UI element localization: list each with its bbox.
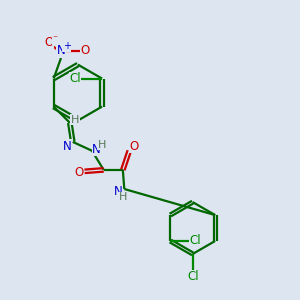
Text: O: O [75,166,84,179]
Text: O: O [44,36,53,49]
Text: O: O [129,140,139,153]
Text: Cl: Cl [69,72,81,85]
Text: O: O [81,44,90,57]
Text: H: H [71,115,79,125]
Text: N: N [113,185,122,199]
Text: +: + [63,41,71,51]
Text: N: N [57,44,65,57]
Text: H: H [118,192,127,202]
Text: H: H [98,140,106,150]
Text: N: N [92,143,101,156]
Text: ⁻: ⁻ [52,34,58,44]
Text: Cl: Cl [190,234,201,247]
Text: N: N [63,140,72,153]
Text: Cl: Cl [187,270,199,284]
